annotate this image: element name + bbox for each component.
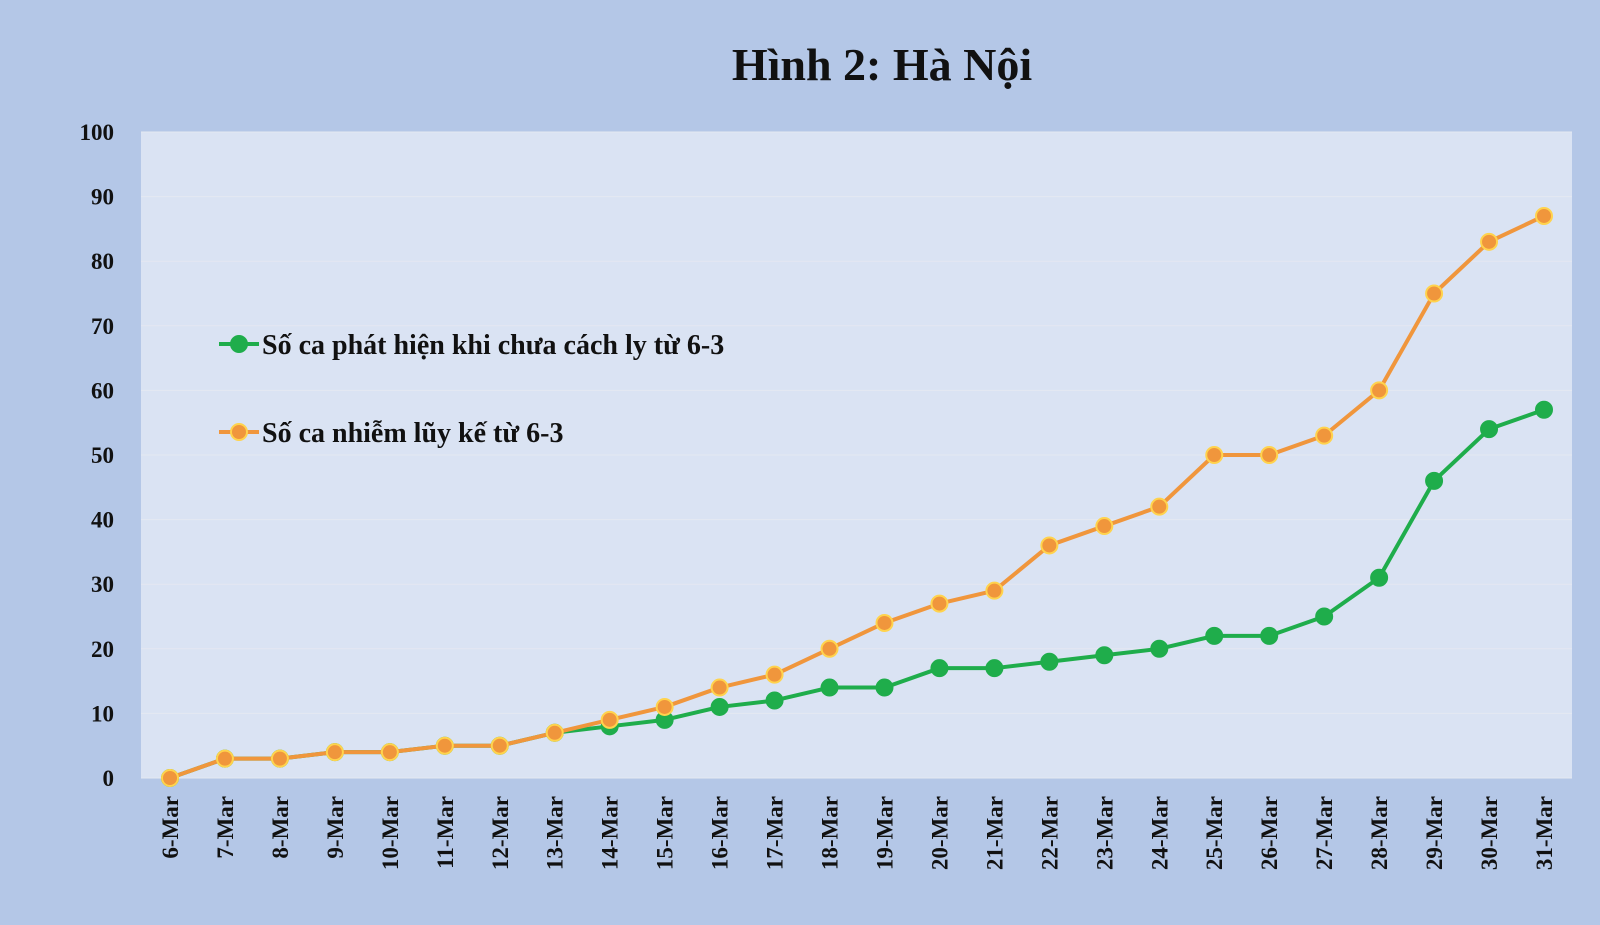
data-point — [930, 659, 949, 678]
x-tick-label: 8-Mar — [268, 796, 293, 859]
data-point — [161, 769, 179, 787]
legend-marker-detected — [230, 335, 248, 353]
data-point — [710, 697, 729, 716]
x-tick-label: 6-Mar — [158, 796, 183, 859]
data-point — [1480, 232, 1499, 251]
data-point — [1260, 626, 1279, 645]
data-point — [215, 749, 234, 768]
data-point — [1095, 517, 1114, 536]
data-point — [820, 639, 839, 658]
x-tick-label: 29-Mar — [1422, 796, 1447, 870]
y-tick-label: 50 — [91, 443, 114, 468]
x-axis-ticks: 6-Mar 7-Mar 8-Mar 9-Mar 10-Mar 11-Mar 12-Mar 13… — [158, 796, 1557, 870]
data-point — [1205, 626, 1224, 645]
data-point — [930, 594, 949, 613]
data-point — [1040, 536, 1059, 555]
data-point — [1535, 206, 1553, 225]
data-point — [1150, 639, 1169, 658]
data-point — [380, 743, 399, 762]
legend-label-cumulative: Số ca nhiễm lũy kế từ 6-3 — [262, 418, 563, 449]
gridlines — [141, 131, 1572, 779]
y-tick-label: 100 — [80, 120, 115, 145]
data-point — [270, 749, 289, 768]
data-point — [1095, 646, 1114, 665]
series-line — [168, 213, 1546, 780]
x-tick-label: 16-Mar — [708, 796, 733, 870]
data-point — [1205, 446, 1224, 464]
data-point — [765, 691, 784, 710]
data-point — [820, 678, 839, 697]
x-tick-label: 18-Mar — [818, 796, 843, 870]
x-tick-label: 20-Mar — [927, 796, 952, 870]
x-tick-label: 26-Mar — [1257, 796, 1282, 870]
data-point — [875, 613, 894, 632]
data-point — [1425, 471, 1444, 490]
data-point — [985, 581, 1004, 600]
y-tick-label: 20 — [91, 637, 114, 662]
legend-marker-cumulative — [230, 423, 248, 441]
x-tick-label: 30-Mar — [1477, 796, 1502, 870]
data-point — [1480, 420, 1499, 439]
data-point — [545, 723, 564, 742]
x-tick-label: 14-Mar — [598, 796, 623, 870]
x-tick-label: 9-Mar — [323, 796, 348, 859]
x-tick-label: 24-Mar — [1147, 796, 1172, 870]
x-tick-label: 21-Mar — [982, 796, 1007, 870]
x-tick-label: 28-Mar — [1367, 796, 1392, 870]
legend-item-cumulative: Số ca nhiễm lũy kế từ 6-3 — [219, 418, 563, 449]
data-point — [765, 665, 784, 684]
data-point — [1370, 381, 1389, 400]
legend: Số ca phát hiện khi chưa cách ly từ 6-3 … — [219, 330, 724, 449]
data-point — [1315, 607, 1334, 626]
x-tick-label: 10-Mar — [378, 796, 403, 870]
x-tick-label: 25-Mar — [1202, 796, 1227, 870]
chart-title: Hình 2: Hà Nội — [732, 39, 1033, 90]
data-point — [1425, 284, 1444, 303]
y-tick-label: 80 — [91, 249, 114, 274]
y-tick-label: 60 — [91, 378, 114, 403]
x-tick-label: 17-Mar — [763, 796, 788, 870]
x-tick-label: 23-Mar — [1092, 796, 1117, 870]
x-tick-label: 15-Mar — [653, 796, 678, 870]
data-point — [655, 697, 674, 716]
data-point — [875, 678, 894, 697]
series-cumulative — [161, 206, 1553, 787]
data-point — [985, 659, 1004, 678]
legend-label-detected: Số ca phát hiện khi chưa cách ly từ 6-3 — [262, 330, 724, 361]
data-point — [1535, 400, 1553, 419]
x-tick-label: 11-Mar — [433, 796, 458, 869]
y-tick-label: 0 — [103, 766, 115, 791]
y-tick-label: 40 — [91, 508, 114, 533]
data-point — [435, 736, 454, 755]
data-point — [1315, 426, 1334, 445]
data-point — [490, 736, 509, 755]
y-tick-label: 10 — [91, 701, 114, 726]
x-tick-label: 7-Mar — [213, 796, 238, 859]
x-tick-label: 12-Mar — [488, 796, 513, 870]
y-tick-label: 70 — [91, 314, 114, 339]
data-point — [1370, 568, 1389, 587]
x-tick-label: 19-Mar — [872, 796, 897, 870]
data-point — [1260, 446, 1279, 464]
data-point — [600, 710, 619, 729]
data-point — [325, 743, 344, 762]
x-tick-label: 22-Mar — [1037, 796, 1062, 870]
data-point — [1150, 497, 1169, 516]
data-point — [1040, 652, 1059, 671]
x-tick-label: 31-Mar — [1532, 796, 1557, 870]
data-point — [710, 678, 729, 697]
legend-item-detected: Số ca phát hiện khi chưa cách ly từ 6-3 — [219, 330, 724, 361]
x-tick-label: 13-Mar — [543, 796, 568, 870]
y-axis-ticks: 0 10 20 30 40 50 60 70 80 90 100 — [80, 120, 115, 791]
series-layer — [161, 206, 1553, 787]
x-tick-label: 27-Mar — [1312, 796, 1337, 870]
y-tick-label: 90 — [91, 185, 114, 210]
y-tick-label: 30 — [91, 572, 114, 597]
